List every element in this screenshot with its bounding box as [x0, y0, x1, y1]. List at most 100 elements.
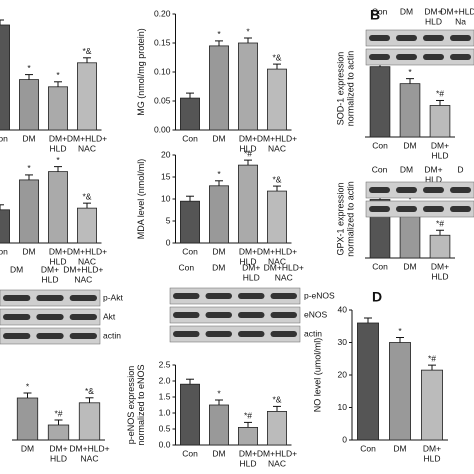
lane-label: HLD [425, 174, 442, 184]
y-axis-label: GPX-1 expression [335, 182, 345, 255]
bar [48, 86, 68, 131]
x-tick-label: Con [360, 443, 376, 453]
x-tick-label: Con [0, 246, 8, 256]
x-tick-label: DM+ [49, 133, 67, 143]
bar [0, 24, 10, 131]
lane-label: DM [400, 164, 413, 174]
lane-label: HLD [41, 274, 58, 284]
bar [389, 342, 411, 441]
bar [78, 402, 101, 441]
annotation: *# [54, 408, 62, 418]
annotation: *# [428, 353, 436, 363]
y-tick-label: 20 [161, 149, 171, 159]
x-tick-label: Con [182, 448, 198, 458]
y-tick-label: 0.05 [154, 95, 171, 105]
blot-band [173, 312, 200, 318]
y-tick-label: 0.00 [154, 124, 171, 134]
x-tick-label: DM+ [431, 261, 449, 271]
blot-row [365, 48, 474, 66]
annotation: * [27, 163, 31, 173]
band-label: p-Akt [103, 292, 123, 302]
y-tick-label: 10 [161, 193, 171, 203]
bar [19, 179, 39, 244]
lane-label: DM [10, 264, 23, 274]
annotation: *& [83, 191, 92, 201]
blot-band [450, 35, 471, 41]
bar [209, 45, 229, 131]
bar [0, 209, 10, 244]
x-tick-label: DM+ [49, 246, 67, 256]
blot-row [169, 325, 301, 343]
bar [16, 397, 39, 441]
blot-row [365, 29, 474, 47]
lane-label: Con [372, 164, 388, 174]
bar [267, 410, 287, 446]
blot-band [270, 331, 297, 337]
x-tick-label: HLD [423, 453, 440, 463]
annotation: *& [85, 386, 94, 396]
blot-band [423, 35, 444, 41]
annotation: * [217, 388, 221, 398]
lane-label: DM+HLD+ [264, 262, 304, 272]
blot-band [423, 54, 444, 60]
y-tick-label: 30 [338, 337, 348, 347]
annotation: *& [273, 174, 282, 184]
blot-band [238, 293, 265, 299]
bar [399, 210, 421, 259]
lane-label: Con [372, 6, 388, 16]
annotation: * [56, 155, 60, 165]
blot-row [169, 287, 301, 305]
bar [267, 190, 287, 244]
y-axis-label: normalized to actin [345, 181, 355, 257]
blot-band [238, 331, 265, 337]
bar [77, 62, 97, 131]
y-axis-label: normalized to actin [345, 51, 355, 127]
y-tick-label: 1.0 [159, 407, 171, 417]
bar [421, 369, 443, 441]
blot-band [450, 206, 471, 212]
blot-band [396, 187, 417, 193]
blot-band [396, 206, 417, 212]
bar [429, 234, 451, 259]
annotation: * [217, 169, 221, 179]
x-tick-label: DM+HLD+ [67, 246, 107, 256]
blot-band [205, 293, 232, 299]
band-label: p-eNOS [304, 290, 335, 300]
panel-label: B [370, 7, 380, 23]
bar [209, 404, 229, 446]
y-axis-label: MDA level (nmol/ml) [136, 159, 146, 240]
lane-label: DM [400, 6, 413, 16]
annotation: * [398, 326, 402, 336]
blot-row [365, 200, 474, 218]
x-tick-label: NAC [268, 143, 286, 153]
blot-band [173, 293, 200, 299]
y-tick-label: 5 [166, 215, 171, 225]
x-tick-label: DM+HLD+ [257, 133, 297, 143]
lane-label: DM+ [41, 264, 59, 274]
blot-band [69, 333, 97, 339]
lane-label: DM+HLD+ [440, 6, 474, 16]
y-tick-label: 40 [338, 304, 348, 314]
y-tick-label: 20 [338, 369, 348, 379]
blot-band [69, 295, 97, 301]
annotation: * [26, 381, 30, 391]
x-tick-label: DM [403, 140, 416, 150]
bar [48, 171, 68, 244]
band-label: actin [103, 330, 121, 340]
bar [238, 164, 258, 244]
annotation: * [408, 194, 412, 204]
annotation: *& [273, 395, 282, 405]
lane-label: Con [178, 262, 194, 272]
annotation: *# [244, 411, 252, 421]
y-tick-label: 0.15 [154, 37, 171, 47]
y-tick-label: 15 [161, 171, 171, 181]
blot-band [450, 187, 471, 193]
x-tick-label: DM+ [239, 246, 257, 256]
bar [77, 207, 97, 244]
x-tick-label: DM+HLD+ [257, 246, 297, 256]
annotation: * [56, 70, 60, 80]
x-tick-label: DM+HLD+ [69, 443, 109, 453]
bar [47, 424, 70, 441]
blot-band [36, 295, 64, 301]
x-tick-label: NAC [78, 143, 96, 153]
